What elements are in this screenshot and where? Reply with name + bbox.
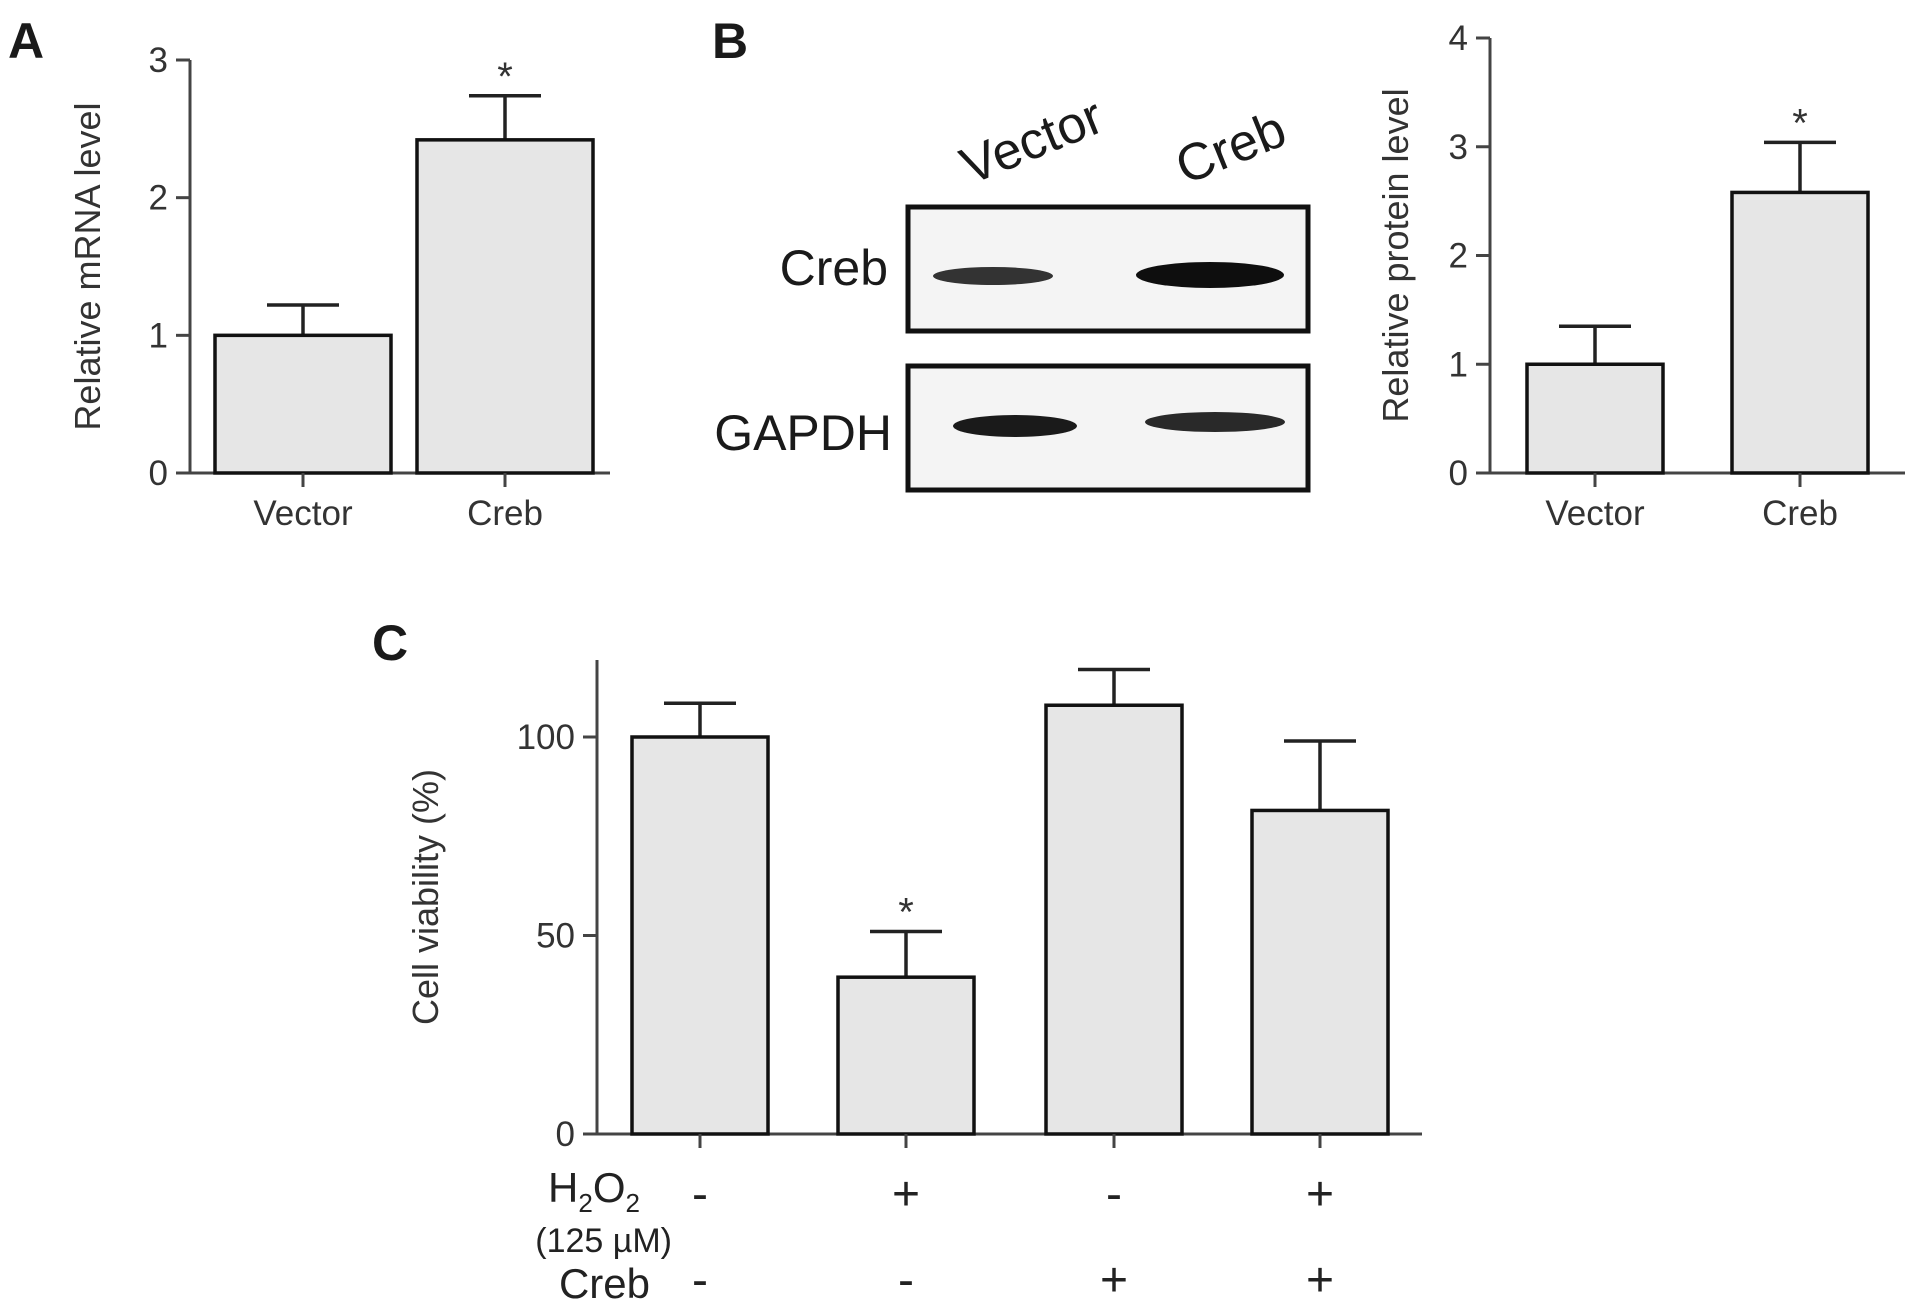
blot-column-creb: Creb	[1168, 100, 1294, 196]
panel-letter-c: C	[372, 615, 408, 671]
significance-mark-b-1: *	[1792, 101, 1808, 145]
creb-sign-1: -	[692, 1254, 708, 1307]
panel-letter-a: A	[8, 13, 44, 69]
y-tick-label-a-0: 0	[149, 454, 168, 493]
bar-b-1	[1730, 190, 1870, 475]
condition-table: H2O2 (125 µM) Creb - + - + - - + +	[535, 1164, 1334, 1307]
significance-mark-c-1: *	[898, 891, 914, 935]
h2o2-label: H2O2	[548, 1164, 640, 1218]
creb-sign-4: +	[1306, 1254, 1334, 1307]
h2o2-sign-2: +	[892, 1168, 920, 1221]
y-tick-label-c-0: 0	[556, 1115, 575, 1154]
category-label-b-0: Vector	[1545, 494, 1645, 533]
bar-c-3	[1250, 808, 1390, 1136]
significance-mark-a-1: *	[497, 55, 513, 99]
h2o2-o: O	[593, 1164, 626, 1211]
h2o2-sign-1: -	[692, 1168, 708, 1221]
category-label-b-1: Creb	[1762, 494, 1838, 533]
y-tick-label-c-2: 100	[517, 718, 575, 757]
blot-column-vector: Vector	[953, 87, 1111, 196]
y-tick-label-b-4: 4	[1449, 19, 1468, 58]
creb-label: Creb	[559, 1260, 650, 1307]
y-tick-label-b-1: 1	[1449, 345, 1468, 384]
chart-b: 0 1 2 3 4 Relative protein level Vector Creb *	[1375, 19, 1905, 533]
h2o2-sign-3: -	[1106, 1168, 1122, 1221]
y-tick-label-b-0: 0	[1449, 454, 1468, 493]
panel-letter-b: B	[712, 13, 748, 69]
bar-b-0	[1525, 362, 1665, 475]
h2o2-sub2: 2	[626, 1188, 640, 1218]
h2o2-sub1: 2	[578, 1188, 592, 1218]
blot-row-creb: Creb	[780, 240, 888, 296]
h2o2-sign-4: +	[1306, 1168, 1334, 1221]
blot-band-creb-vector	[933, 267, 1053, 285]
y-axis-label-b: Relative protein level	[1375, 88, 1416, 422]
blot-row-gapdh: GAPDH	[714, 405, 892, 461]
y-tick-label-a-2: 2	[149, 179, 168, 218]
bar-a-1	[415, 138, 595, 475]
h2o2-h: H	[548, 1164, 578, 1211]
y-tick-label-c-1: 50	[536, 917, 575, 956]
y-tick-label-a-3: 3	[149, 41, 168, 80]
category-label-a-1: Creb	[467, 494, 543, 533]
blot-band-creb-creb	[1136, 262, 1284, 288]
y-tick-label-a-1: 1	[149, 316, 168, 355]
western-blot: Vector Creb Creb GAPDH	[714, 87, 1311, 493]
creb-sign-2: -	[898, 1254, 914, 1307]
h2o2-concentration: (125 µM)	[535, 1222, 672, 1260]
chart-a: 0 1 2 3 Relative mRNA level Vector Creb *	[67, 41, 610, 533]
y-axis-label-a: Relative mRNA level	[67, 102, 108, 430]
bar-c-1	[836, 975, 976, 1136]
blot-band-gapdh-vector	[953, 415, 1077, 437]
bar-a-0	[213, 333, 393, 475]
bar-c-0	[630, 735, 770, 1136]
chart-c: 0 50 100 Cell viability (%) *	[405, 660, 1422, 1154]
blot-band-gapdh-creb	[1145, 412, 1285, 432]
category-label-a-0: Vector	[253, 494, 353, 533]
bar-c-2	[1044, 703, 1184, 1136]
y-axis-label-c: Cell viability (%)	[405, 769, 446, 1025]
y-tick-label-b-2: 2	[1449, 237, 1468, 276]
creb-sign-3: +	[1100, 1254, 1128, 1307]
y-tick-label-b-3: 3	[1449, 128, 1468, 167]
